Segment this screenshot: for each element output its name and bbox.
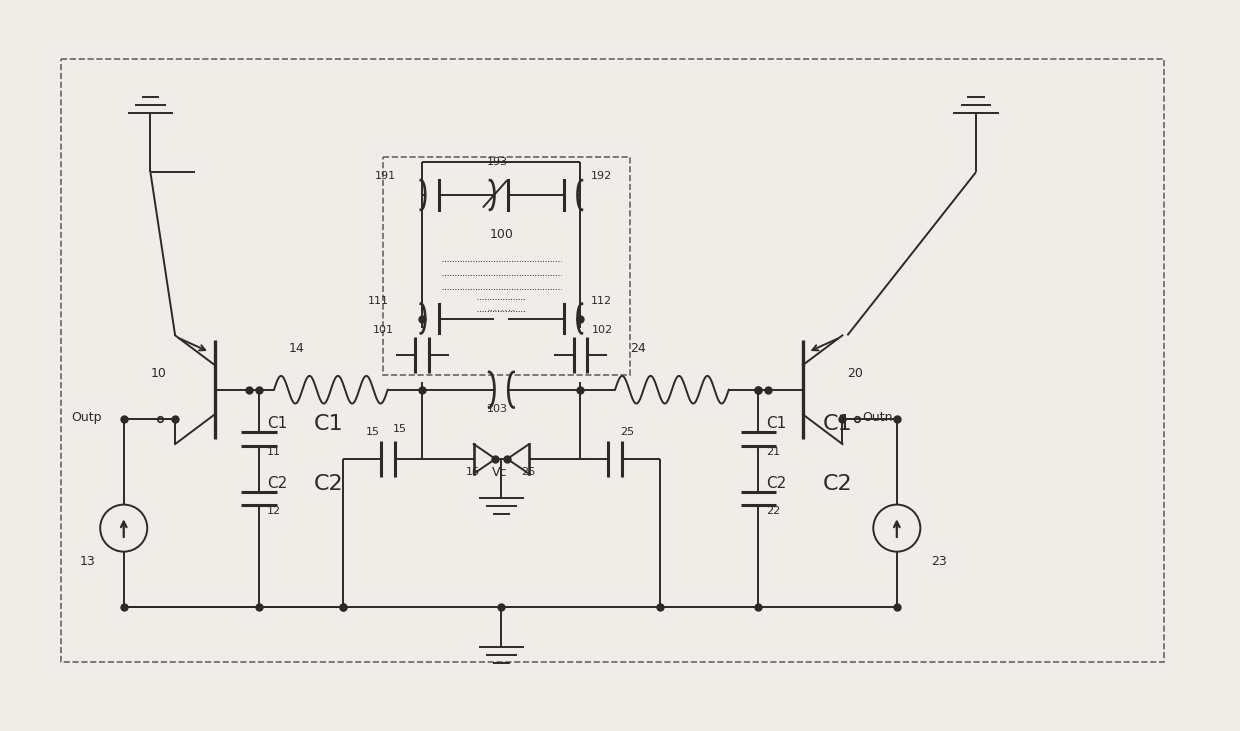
Text: C1: C1 [267, 416, 288, 431]
Text: 14: 14 [289, 342, 305, 355]
Text: 21: 21 [766, 447, 780, 457]
Text: 22: 22 [766, 507, 780, 516]
Text: Outp: Outp [72, 412, 102, 424]
Text: C2: C2 [267, 476, 288, 491]
Text: 26: 26 [521, 466, 536, 477]
Text: 25: 25 [620, 427, 634, 437]
Text: 192: 192 [590, 171, 611, 181]
Text: C2: C2 [822, 474, 852, 493]
Text: 11: 11 [267, 447, 281, 457]
Text: C2: C2 [314, 474, 343, 493]
Text: 16: 16 [466, 466, 480, 477]
Bar [62, 58, 1163, 662]
Text: ........: ........ [486, 303, 516, 313]
Text: 193: 193 [486, 157, 507, 167]
Text: Outn: Outn [862, 412, 893, 424]
Text: 23: 23 [931, 555, 947, 568]
Text: 10: 10 [150, 367, 166, 380]
Text: 100: 100 [490, 228, 513, 241]
Bar [383, 157, 630, 375]
Text: 103: 103 [486, 404, 507, 414]
Text: 191: 191 [374, 171, 396, 181]
Text: 13: 13 [79, 555, 95, 568]
Text: 15: 15 [366, 427, 379, 437]
Text: Vc: Vc [491, 466, 507, 479]
Text: C1: C1 [314, 414, 343, 434]
Text: 20: 20 [847, 367, 863, 380]
Text: 15: 15 [393, 424, 407, 434]
Text: 112: 112 [590, 296, 611, 306]
Text: 12: 12 [267, 507, 281, 516]
Text: C1: C1 [822, 414, 852, 434]
Text: 111: 111 [368, 296, 389, 306]
Text: C1: C1 [766, 416, 786, 431]
Text: C2: C2 [766, 476, 786, 491]
Text: 101: 101 [373, 325, 394, 336]
Text: 102: 102 [593, 325, 614, 336]
Text: 24: 24 [630, 342, 646, 355]
